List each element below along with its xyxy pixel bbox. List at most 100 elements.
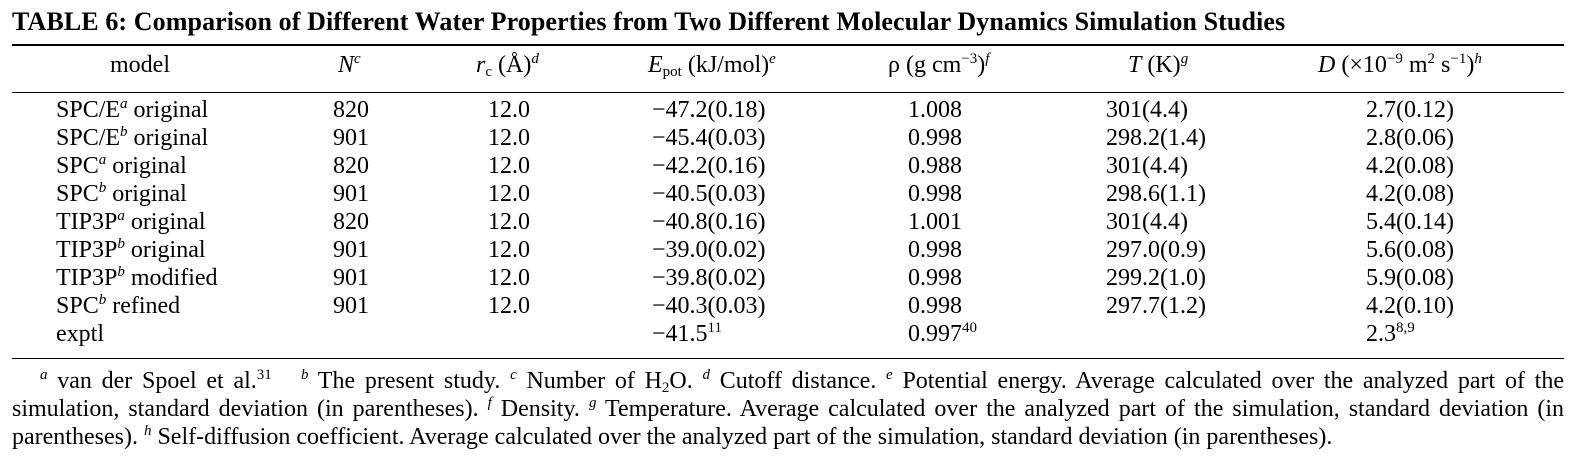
cell-model: TIP3Pa original: [56, 208, 206, 236]
footnote-a-mark: a: [40, 367, 48, 383]
header-n-symbol: N: [338, 52, 355, 78]
cell-epot: −40.8(0.16): [652, 209, 766, 235]
model-variant: original: [127, 125, 209, 151]
model-name: TIP3P: [56, 265, 118, 291]
exptl-d-ref: 8,9: [1396, 320, 1415, 336]
cell-rho: 0.998: [908, 293, 962, 319]
cell-n: 820: [333, 153, 369, 179]
model-variant: original: [124, 237, 206, 263]
model-sup: a: [98, 152, 107, 168]
model-variant: modified: [124, 265, 218, 291]
cell-rho: 1.001: [908, 209, 962, 235]
cell-d: 2.7(0.12): [1366, 97, 1454, 123]
header-t-symbol: T: [1128, 52, 1142, 78]
header-d-exp: −9: [1386, 51, 1403, 67]
cell-model: exptl: [56, 321, 104, 347]
header-rho: ρ (g cm−3)f: [888, 52, 989, 79]
model-name: SPC: [56, 153, 99, 179]
cell-model: SPCb refined: [56, 292, 180, 320]
cell-model: SPCa original: [56, 152, 187, 180]
header-model: model: [110, 52, 170, 78]
cell-t: 301(4.4): [1106, 209, 1188, 235]
exptl-d-value: 2.3: [1366, 321, 1396, 347]
cell-epot: −41.511: [652, 320, 722, 348]
cell-n: 901: [333, 125, 369, 151]
footnote-a-ref: 31: [256, 367, 272, 383]
model-name: SPC: [56, 181, 99, 207]
cell-n: 820: [333, 97, 369, 123]
cell-d: 4.2(0.10): [1366, 293, 1454, 319]
header-rc-symbol: r: [476, 52, 486, 78]
cell-model: TIP3Pb modified: [56, 264, 218, 292]
header-d-unit1: (×10: [1335, 52, 1387, 78]
cell-rho: 0.988: [908, 153, 962, 179]
header-d-close: ): [1466, 52, 1475, 78]
cell-rc: 12.0: [488, 209, 530, 235]
cell-epot: −39.0(0.02): [652, 237, 766, 263]
cell-rho: 0.998: [908, 265, 962, 291]
cell-epot: −47.2(0.18): [652, 97, 766, 123]
model-variant: original: [106, 181, 187, 207]
cell-epot: −40.5(0.03): [652, 181, 766, 207]
model-variant: original: [127, 97, 209, 123]
model-variant: original: [124, 209, 206, 235]
cell-d: 5.6(0.08): [1366, 237, 1454, 263]
footnote-c-sub: 2: [661, 380, 670, 396]
cell-n: 901: [333, 181, 369, 207]
cell-model: SPC/Ea original: [56, 96, 208, 124]
model-name: TIP3P: [56, 209, 118, 235]
header-d-symbol: D: [1318, 52, 1336, 78]
header-d-sup: h: [1474, 51, 1482, 67]
model-variant: refined: [106, 293, 181, 319]
model-variant: original: [106, 153, 187, 179]
model-sup: b: [117, 264, 125, 280]
header-d-exp2: 2: [1427, 51, 1436, 67]
cell-d: 5.4(0.14): [1366, 209, 1454, 235]
footnote-indent: [12, 368, 40, 394]
header-rc: rc (Å)d: [476, 51, 539, 80]
header-n: Nc: [338, 52, 361, 79]
header-t-sup: g: [1180, 51, 1189, 67]
footnote-f-text: Density.: [491, 396, 589, 422]
cell-rho: 0.99740: [908, 320, 977, 348]
top-rule: [12, 44, 1564, 46]
model-name: SPC/E: [56, 97, 121, 123]
cell-epot: −39.8(0.02): [652, 265, 766, 291]
cell-n: 820: [333, 209, 369, 235]
cell-t: 301(4.4): [1106, 97, 1188, 123]
model-name: SPC/E: [56, 125, 121, 151]
model-name: TIP3P: [56, 237, 118, 263]
header-rho-close: ): [977, 52, 986, 78]
bottom-rule: [12, 358, 1564, 359]
cell-d: 2.8(0.06): [1366, 125, 1454, 151]
cell-n: 901: [333, 237, 369, 263]
cell-t: 298.6(1.1): [1106, 181, 1206, 207]
cell-rc: 12.0: [488, 265, 530, 291]
cell-d: 4.2(0.08): [1366, 181, 1454, 207]
model-name: SPC: [56, 293, 99, 319]
cell-rho: 1.008: [908, 97, 962, 123]
cell-rho: 0.998: [908, 237, 962, 263]
footnote-g-text: Temperature. Average calculated over the…: [12, 396, 1565, 450]
footnote-h-text: Self-diffusion coefficient. Average calc…: [151, 424, 1333, 450]
cell-rho: 0.998: [908, 125, 962, 151]
footnote-c-text: Number of H: [516, 368, 662, 394]
header-rc-unit: (Å): [492, 52, 532, 78]
cell-t: 299.2(1.0): [1106, 265, 1206, 291]
table-footnotes: a van der Spoel et al.31 b The present s…: [12, 367, 1564, 451]
header-epot-symbol: E: [648, 52, 663, 78]
footnote-b-text: The present study.: [308, 368, 511, 394]
header-rc-sup: d: [531, 51, 539, 67]
model-sup: b: [98, 180, 107, 196]
cell-rho: 0.998: [908, 181, 962, 207]
header-rc-sub: c: [485, 64, 493, 80]
cell-model: SPCb original: [56, 180, 187, 208]
header-d-unit2: m: [1402, 52, 1428, 78]
footnote-d-mark: d: [702, 367, 710, 383]
footnote-b-mark: b: [300, 367, 309, 383]
cell-rc: 12.0: [488, 181, 530, 207]
cell-t: 297.0(0.9): [1106, 237, 1206, 263]
footnote-g-mark: g: [588, 395, 597, 411]
cell-t: 297.7(1.2): [1106, 293, 1206, 319]
